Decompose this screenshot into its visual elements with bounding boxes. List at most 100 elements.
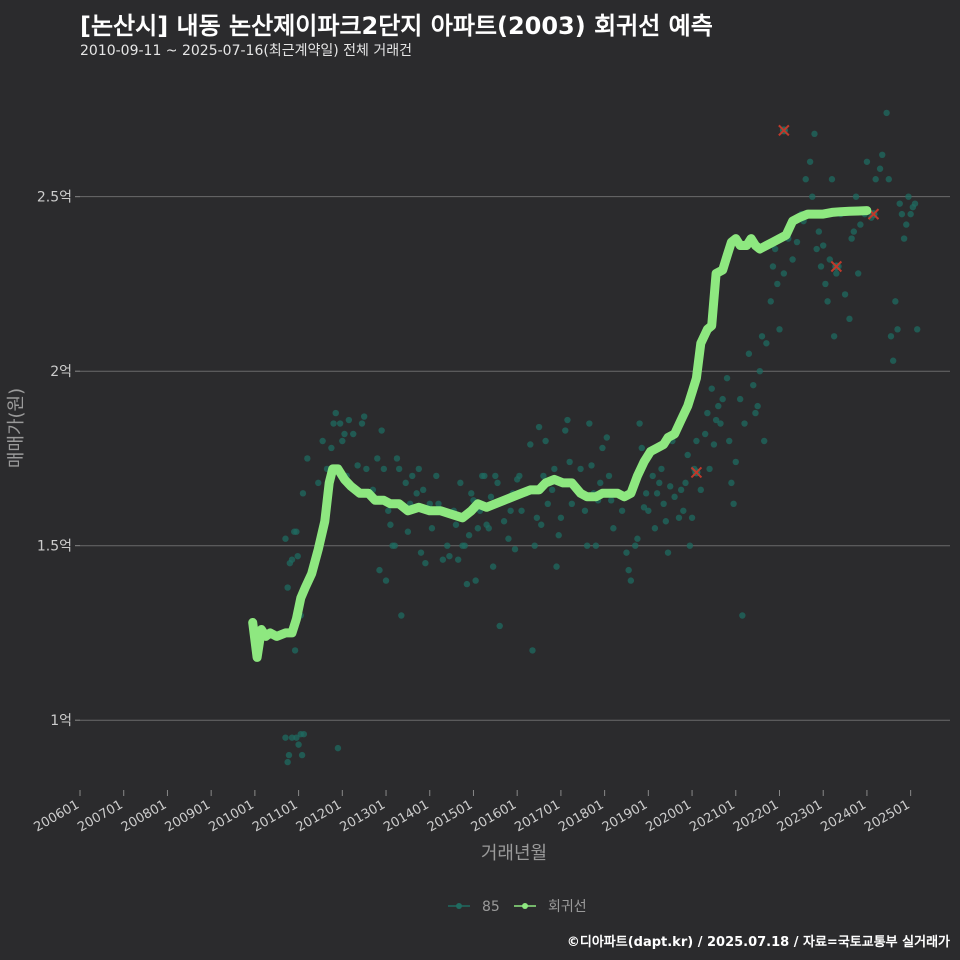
scatter-point [813, 245, 820, 253]
scatter-point [833, 270, 840, 277]
scatter-point [802, 176, 809, 183]
scatter-point [708, 385, 715, 392]
page-title: [논산시] 내동 논산제이파크2단지 아파트(2003) 회귀선 예측 [80, 12, 713, 40]
scatter-point [809, 193, 816, 200]
scatter-point [900, 235, 908, 242]
scatter-point [898, 210, 906, 218]
scatter-point [378, 427, 385, 434]
scatter-point [642, 490, 650, 497]
scatter-point [741, 420, 748, 427]
scatter-point [715, 402, 722, 410]
scatter-point [852, 193, 860, 200]
scatter-point [723, 374, 731, 382]
scatter-point [548, 486, 556, 494]
scatter-point [511, 545, 519, 553]
outlier-cross [830, 260, 843, 273]
scatter-point [492, 472, 499, 480]
scatter-point [402, 479, 409, 487]
scatter-point [623, 549, 630, 556]
scatter-point [752, 409, 759, 417]
x-tick-label: 202001 [644, 797, 694, 835]
scatter-point [907, 210, 914, 218]
scatter-point [461, 542, 468, 549]
scatter-point [433, 472, 440, 480]
scatter-point [330, 420, 337, 427]
scatter-point [754, 402, 761, 410]
scatter-point [889, 357, 897, 364]
outlier-cross [690, 466, 703, 479]
scatter-point [334, 744, 342, 752]
legend-item-line: 회귀선 [514, 899, 587, 915]
scatter-point [535, 423, 543, 431]
scatter-point [300, 730, 308, 738]
scatter-point [527, 441, 534, 448]
scatter-point [293, 528, 300, 535]
scatter-point [422, 559, 429, 567]
scatter-point [358, 420, 366, 427]
scatter-point [719, 395, 726, 403]
scatter-point [605, 472, 613, 480]
scatter-point [583, 542, 591, 549]
x-tick-label: 201401 [381, 797, 431, 835]
scatter-point [516, 472, 523, 480]
page-subtitle: 2010-09-11 ~ 2025-07-16(최근계약일) 전체 거래건 [80, 43, 412, 59]
scatter-point [435, 500, 442, 508]
scatter-point [758, 333, 766, 340]
scatter-series [282, 109, 921, 766]
scatter-point [544, 500, 551, 508]
x-tick-label: 202201 [731, 797, 781, 835]
scatter-point [769, 263, 777, 270]
scatter-point [463, 580, 471, 588]
scatter-point [444, 542, 451, 549]
y-tick-label: 2억 [50, 364, 72, 380]
scatter-point [730, 500, 737, 508]
scatter-point [863, 158, 871, 165]
scatter-point [374, 455, 381, 462]
scatter-point [671, 493, 678, 501]
outlier-cross [867, 208, 880, 220]
scatter-point [360, 413, 368, 420]
scatter-point [299, 490, 307, 497]
scatter-point [452, 521, 460, 528]
x-tick-label: 200801 [119, 797, 169, 835]
scatter-point [446, 552, 453, 560]
scatter-point [914, 326, 921, 333]
scatter-point [382, 577, 390, 584]
scatter-point [603, 434, 611, 441]
scatter-point [675, 514, 683, 521]
x-tick-label: 201101 [250, 797, 300, 835]
scatter-point [489, 563, 497, 570]
scatter-point [736, 395, 744, 403]
scatter-point [586, 420, 593, 427]
scatter-point [739, 612, 746, 619]
scatter-point [551, 465, 558, 473]
regression-series [248, 206, 872, 662]
scatter-point [649, 472, 656, 480]
scatter-point [284, 584, 291, 591]
scatter-point [640, 504, 648, 511]
scatter-point [750, 381, 757, 389]
scatter-point [876, 165, 884, 172]
scatter-point [822, 280, 829, 288]
y-tick-label: 1억 [50, 713, 72, 729]
scatter-point [726, 437, 733, 445]
scatter-point [826, 256, 833, 263]
scatter-point [393, 455, 401, 462]
scatter-point [651, 525, 659, 532]
scatter-point [341, 430, 348, 438]
scatter-point [417, 549, 425, 556]
scatter-point [793, 238, 801, 246]
scatter-point [811, 130, 818, 138]
scatter-point [806, 158, 814, 165]
scatter-point [415, 465, 423, 473]
scatter-point [610, 525, 617, 532]
scatter-point [284, 758, 291, 766]
scatter-point [398, 612, 405, 619]
scatter-point [658, 465, 665, 473]
grid-lines [80, 196, 950, 721]
scatter-point [413, 490, 420, 497]
x-tick-label: 201001 [206, 797, 256, 835]
scatter-point [295, 741, 302, 748]
legend: 85 회귀선 [448, 899, 587, 915]
scatter-point [667, 483, 674, 490]
